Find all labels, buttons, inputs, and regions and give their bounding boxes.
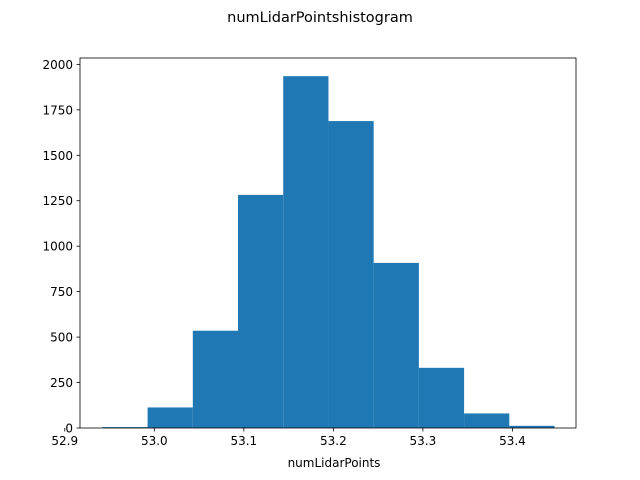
y-tick-label: 2000: [42, 58, 73, 72]
x-tick-label: 53.3: [410, 434, 437, 448]
y-tick-label: 0: [65, 422, 73, 436]
histogram-bar: [192, 330, 239, 428]
y-tick-label: 1500: [42, 149, 73, 163]
y-tick-label: 500: [50, 331, 73, 345]
histogram-bar: [328, 121, 374, 428]
x-tick-label: 53.2: [320, 434, 347, 448]
x-tick-label: 52.9: [51, 434, 78, 448]
y-tick-label: 1250: [42, 194, 73, 208]
y-tick-label: 1000: [42, 240, 73, 254]
y-tick-label: 750: [50, 285, 73, 299]
histogram-bar: [147, 407, 193, 428]
histogram-bar: [418, 367, 465, 428]
chart-title: numLidarPointshistogram: [227, 10, 413, 26]
bars-group: [102, 76, 555, 428]
x-tick-label: 53.0: [141, 434, 168, 448]
x-tick-label: 53.1: [230, 434, 257, 448]
y-tick-label: 250: [50, 376, 73, 390]
histogram-bar: [464, 413, 510, 428]
x-axis: 52.9 53.0 53.1 53.2 53.3 53.4: [51, 428, 526, 448]
histogram-bar: [509, 425, 555, 428]
histogram-bar: [238, 194, 284, 428]
y-axis: 0 250 500 750 1000 1250 1500 1750 2000: [42, 58, 80, 436]
x-axis-title: numLidarPoints: [288, 456, 381, 470]
histogram-bar: [102, 427, 148, 428]
histogram-bar: [373, 262, 419, 428]
histogram-bar: [283, 76, 329, 428]
y-tick-label: 1750: [42, 103, 73, 117]
x-tick-label: 53.4: [499, 434, 526, 448]
plot-frame: [79, 57, 577, 429]
